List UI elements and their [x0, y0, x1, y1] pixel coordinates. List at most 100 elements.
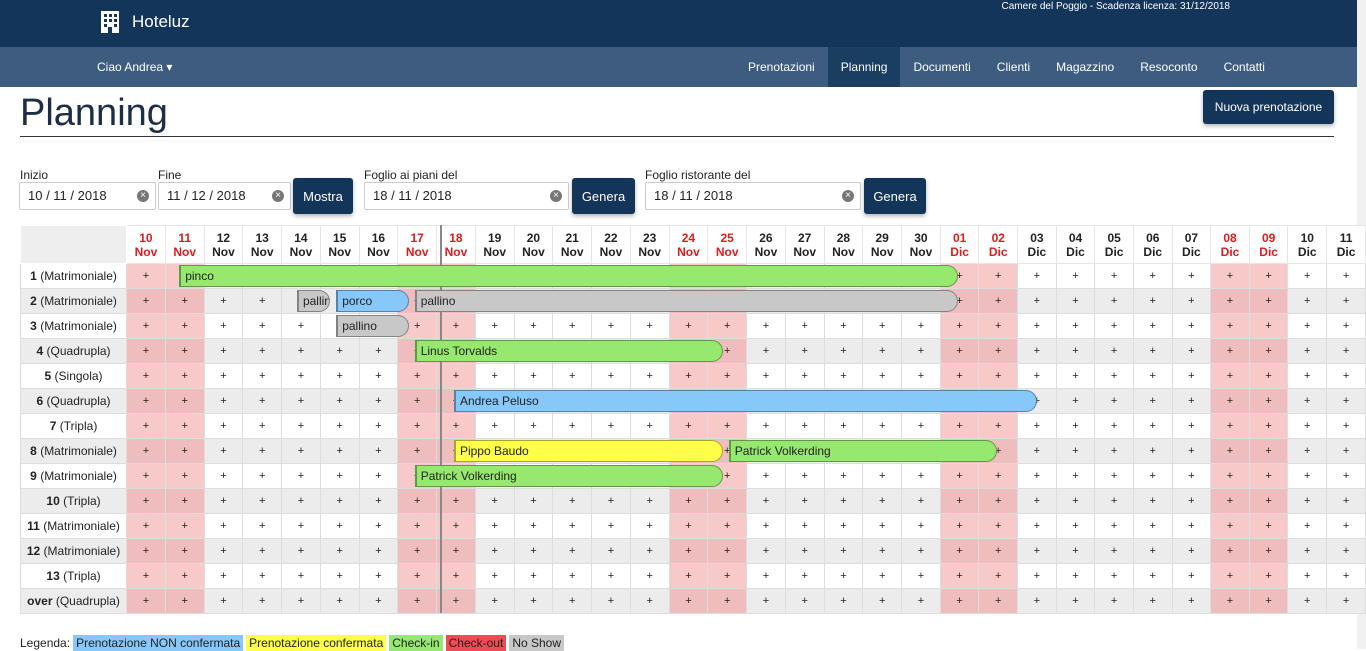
add-booking-cell[interactable]: +: [1132, 263, 1173, 289]
add-booking-cell[interactable]: +: [746, 563, 786, 589]
add-booking-cell[interactable]: +: [629, 538, 670, 564]
add-booking-cell[interactable]: +: [978, 288, 1019, 314]
add-booking-cell[interactable]: +: [1132, 413, 1173, 439]
add-booking-cell[interactable]: +: [591, 488, 631, 514]
add-booking-cell[interactable]: +: [823, 588, 864, 614]
add-booking-cell[interactable]: +: [862, 538, 903, 564]
add-booking-cell[interactable]: +: [203, 488, 244, 514]
add-booking-cell[interactable]: +: [164, 313, 205, 339]
add-booking-cell[interactable]: +: [1171, 313, 1212, 339]
add-booking-cell[interactable]: +: [591, 538, 631, 564]
add-booking-cell[interactable]: +: [513, 363, 554, 389]
add-booking-cell[interactable]: +: [1248, 338, 1289, 364]
add-booking-cell[interactable]: +: [1326, 488, 1366, 514]
add-booking-cell[interactable]: +: [126, 288, 166, 314]
add-booking-cell[interactable]: +: [1210, 563, 1250, 589]
add-booking-cell[interactable]: +: [1287, 438, 1328, 464]
add-booking-cell[interactable]: +: [823, 488, 864, 514]
add-booking-cell[interactable]: +: [862, 338, 903, 364]
add-booking-cell[interactable]: +: [436, 488, 476, 514]
add-booking-cell[interactable]: +: [1171, 288, 1212, 314]
add-booking-cell[interactable]: +: [1171, 563, 1212, 589]
nav-prenotazioni[interactable]: Prenotazioni: [748, 60, 815, 74]
add-booking-cell[interactable]: +: [939, 538, 980, 564]
booking-bar[interactable]: Linus Torvalds: [414, 340, 723, 362]
add-booking-cell[interactable]: +: [823, 463, 864, 489]
add-booking-cell[interactable]: +: [1017, 413, 1057, 439]
add-booking-cell[interactable]: +: [1326, 388, 1366, 414]
add-booking-cell[interactable]: +: [1171, 488, 1212, 514]
add-booking-cell[interactable]: +: [707, 488, 748, 514]
add-booking-cell[interactable]: +: [358, 588, 399, 614]
add-booking-cell[interactable]: +: [1017, 588, 1057, 614]
add-booking-cell[interactable]: +: [164, 338, 205, 364]
add-booking-cell[interactable]: +: [513, 313, 554, 339]
add-booking-cell[interactable]: +: [1248, 363, 1289, 389]
add-booking-cell[interactable]: +: [823, 538, 864, 564]
add-booking-cell[interactable]: +: [1094, 263, 1134, 289]
add-booking-cell[interactable]: +: [1326, 538, 1366, 564]
add-booking-cell[interactable]: +: [939, 588, 980, 614]
add-booking-cell[interactable]: +: [862, 463, 903, 489]
add-booking-cell[interactable]: +: [746, 363, 786, 389]
add-booking-cell[interactable]: +: [1248, 413, 1289, 439]
add-booking-cell[interactable]: +: [978, 538, 1019, 564]
add-booking-cell[interactable]: +: [1017, 538, 1057, 564]
add-booking-cell[interactable]: +: [1326, 438, 1366, 464]
add-booking-cell[interactable]: +: [978, 588, 1019, 614]
add-booking-cell[interactable]: +: [784, 513, 825, 539]
add-booking-cell[interactable]: +: [474, 363, 515, 389]
add-booking-cell[interactable]: +: [203, 538, 244, 564]
add-booking-cell[interactable]: +: [668, 488, 709, 514]
add-booking-cell[interactable]: +: [397, 538, 438, 564]
nav-contatti[interactable]: Contatti: [1223, 60, 1265, 74]
add-booking-cell[interactable]: +: [629, 513, 670, 539]
add-booking-cell[interactable]: +: [1210, 388, 1250, 414]
add-booking-cell[interactable]: +: [552, 513, 593, 539]
add-booking-cell[interactable]: +: [1017, 313, 1057, 339]
add-booking-cell[interactable]: +: [939, 513, 980, 539]
add-booking-cell[interactable]: +: [901, 513, 941, 539]
add-booking-cell[interactable]: +: [746, 538, 786, 564]
add-booking-cell[interactable]: +: [242, 388, 283, 414]
clear-icon[interactable]: ×: [842, 190, 854, 202]
add-booking-cell[interactable]: +: [1055, 538, 1096, 564]
add-booking-cell[interactable]: +: [552, 413, 593, 439]
add-booking-cell[interactable]: +: [1287, 338, 1328, 364]
add-booking-cell[interactable]: +: [242, 538, 283, 564]
add-booking-cell[interactable]: +: [436, 588, 476, 614]
add-booking-cell[interactable]: +: [1132, 563, 1173, 589]
add-booking-cell[interactable]: +: [784, 538, 825, 564]
add-booking-cell[interactable]: +: [436, 313, 476, 339]
add-booking-cell[interactable]: +: [358, 338, 399, 364]
add-booking-cell[interactable]: +: [358, 363, 399, 389]
clear-icon[interactable]: ×: [137, 190, 149, 202]
nav-clienti[interactable]: Clienti: [996, 60, 1031, 74]
add-booking-cell[interactable]: +: [552, 313, 593, 339]
add-booking-cell[interactable]: +: [1248, 588, 1289, 614]
generate-floors-button[interactable]: Genera: [572, 178, 635, 214]
add-booking-cell[interactable]: +: [707, 588, 748, 614]
add-booking-cell[interactable]: +: [591, 563, 631, 589]
add-booking-cell[interactable]: +: [1210, 588, 1250, 614]
add-booking-cell[interactable]: +: [242, 313, 283, 339]
add-booking-cell[interactable]: +: [784, 313, 825, 339]
add-booking-cell[interactable]: +: [319, 588, 360, 614]
add-booking-cell[interactable]: +: [1132, 313, 1173, 339]
add-booking-cell[interactable]: +: [281, 588, 321, 614]
add-booking-cell[interactable]: +: [242, 438, 283, 464]
add-booking-cell[interactable]: +: [281, 313, 321, 339]
booking-bar[interactable]: pinco: [179, 265, 959, 287]
add-booking-cell[interactable]: +: [823, 413, 864, 439]
add-booking-cell[interactable]: +: [319, 338, 360, 364]
add-booking-cell[interactable]: +: [1132, 588, 1173, 614]
add-booking-cell[interactable]: +: [1171, 463, 1212, 489]
booking-bar[interactable]: pallino: [336, 315, 409, 337]
add-booking-cell[interactable]: +: [1248, 438, 1289, 464]
add-booking-cell[interactable]: +: [203, 563, 244, 589]
add-booking-cell[interactable]: +: [668, 363, 709, 389]
add-booking-cell[interactable]: +: [1210, 313, 1250, 339]
add-booking-cell[interactable]: +: [591, 413, 631, 439]
add-booking-cell[interactable]: +: [436, 363, 476, 389]
add-booking-cell[interactable]: +: [513, 513, 554, 539]
